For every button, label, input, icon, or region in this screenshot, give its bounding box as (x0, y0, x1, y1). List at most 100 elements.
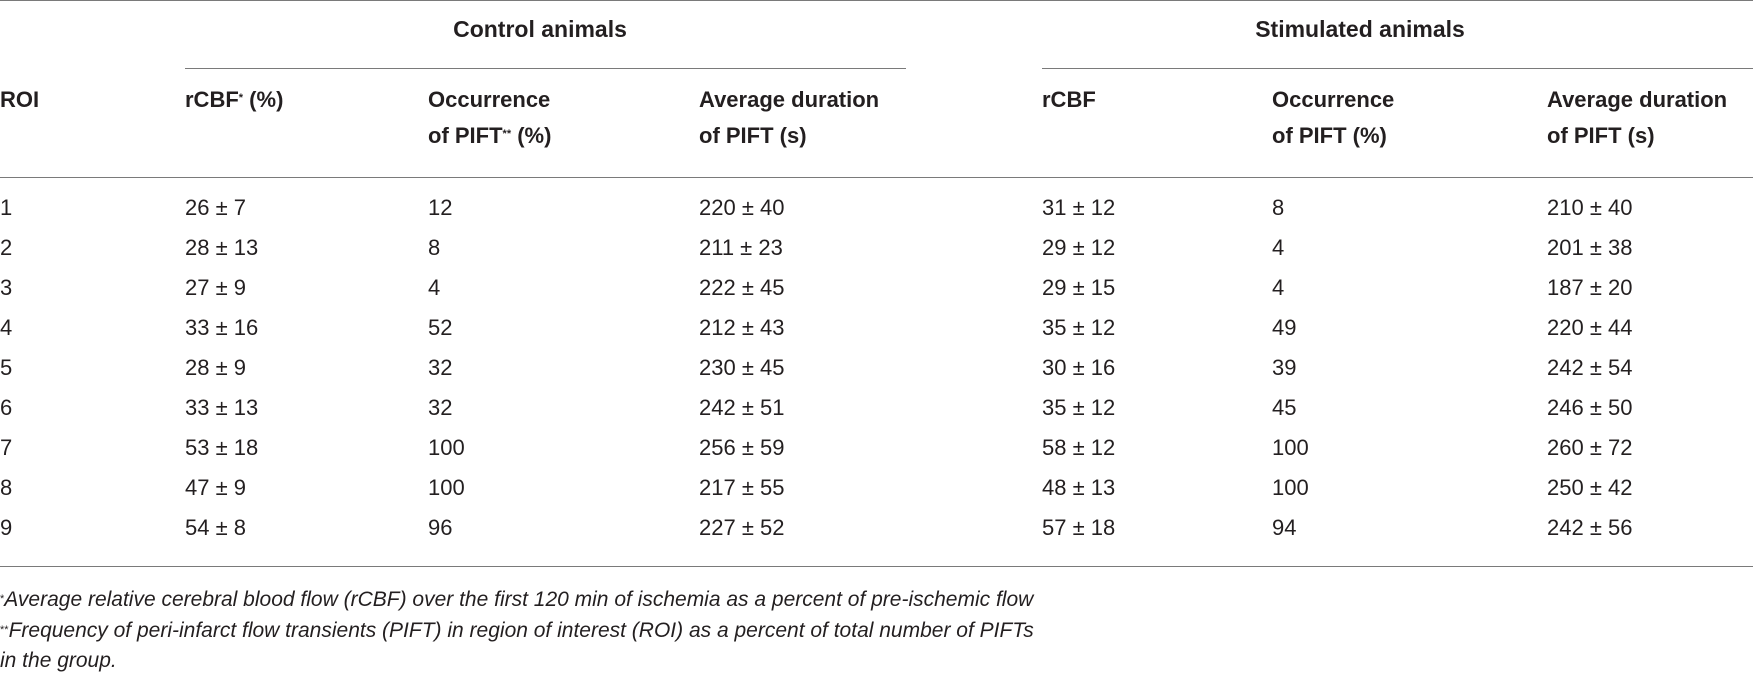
cell-stim-occurrence: 45 (1272, 395, 1297, 420)
table-bottom-rule (0, 566, 1753, 567)
header-stim-rcbf-label: rCBF (1042, 87, 1096, 112)
cell-roi: 8 (0, 475, 13, 500)
control-group-underline (185, 68, 906, 69)
stimulated-group-underline (1042, 68, 1753, 69)
footnote-1-mark: * (0, 593, 5, 605)
footnote-2-mark: ** (0, 624, 9, 636)
cell-control-occurrence: 32 (428, 395, 453, 420)
cell-stim-duration: 260 ± 72 (1547, 435, 1633, 460)
cell-control-occurrence: 8 (428, 235, 441, 260)
cell-stim-duration: 201 ± 38 (1547, 235, 1633, 260)
cell-stim-rcbf: 35 ± 12 (1042, 315, 1116, 340)
cell-control-rcbf: 33 ± 13 (185, 395, 259, 420)
cell-control-duration: 227 ± 52 (699, 515, 785, 540)
cell-stim-duration: 220 ± 44 (1547, 315, 1633, 340)
header-control-rcbf-line: rCBF* (%) (185, 82, 283, 118)
cell-stim-occurrence: 49 (1272, 315, 1297, 340)
cell-roi: 1 (0, 195, 13, 220)
cell-control-duration: 222 ± 45 (699, 275, 785, 300)
cell-stim-duration: 187 ± 20 (1547, 275, 1633, 300)
cell-stim-occurrence: 4 (1272, 275, 1285, 300)
cell-stim-duration: 250 ± 42 (1547, 475, 1633, 500)
cell-roi: 6 (0, 395, 13, 420)
footnote-2-continued: in the group. (0, 647, 117, 675)
header-roi-label: ROI (0, 87, 40, 112)
cell-control-duration: 212 ± 43 (699, 315, 785, 340)
cell-stim-rcbf: 58 ± 12 (1042, 435, 1116, 460)
cell-stim-occurrence: 4 (1272, 235, 1285, 260)
table-row: 6 33 ± 13 32 242 ± 51 35 ± 12 45 246 ± 5… (0, 388, 1753, 428)
header-control-dur-line1: Average duration (699, 87, 880, 112)
cell-stim-rcbf: 35 ± 12 (1042, 395, 1116, 420)
header-stim-occ-line1: Occurrence (1272, 87, 1395, 112)
header-control-rcbf: rCBF* (%) (185, 82, 283, 118)
table-top-rule (0, 0, 1753, 1)
header-control-rcbf-mark: * (238, 92, 244, 104)
table-row: 7 53 ± 18 100 256 ± 59 58 ± 12 100 260 ±… (0, 428, 1753, 468)
cell-roi: 3 (0, 275, 13, 300)
cell-roi: 7 (0, 435, 13, 460)
cell-stim-rcbf: 48 ± 13 (1042, 475, 1116, 500)
cell-control-duration: 217 ± 55 (699, 475, 785, 500)
cell-stim-duration: 246 ± 50 (1547, 395, 1633, 420)
header-roi: ROI (0, 82, 39, 118)
cell-control-occurrence: 100 (428, 435, 465, 460)
cell-stim-rcbf: 29 ± 15 (1042, 275, 1116, 300)
cell-control-rcbf: 53 ± 18 (185, 435, 259, 460)
table-row: 4 33 ± 16 52 212 ± 43 35 ± 12 49 220 ± 4… (0, 308, 1753, 348)
cell-stim-occurrence: 39 (1272, 355, 1297, 380)
cell-roi: 9 (0, 515, 13, 540)
group-title-stimulated: Stimulated animals (1255, 16, 1465, 42)
cell-control-rcbf: 28 ± 9 (185, 355, 247, 380)
header-bottom-rule (0, 177, 1753, 178)
header-control-occurrence: Occurrence of PIFT** (%) (428, 82, 551, 154)
cell-control-rcbf: 27 ± 9 (185, 275, 247, 300)
header-control-occ-line2: of PIFT** (%) (428, 118, 551, 154)
cell-control-rcbf: 28 ± 13 (185, 235, 259, 260)
footnote-1: *Average relative cerebral blood flow (r… (0, 586, 1033, 614)
cell-control-duration: 230 ± 45 (699, 355, 785, 380)
cell-stim-occurrence: 100 (1272, 475, 1309, 500)
header-control-occ-unit: (%) (511, 123, 552, 148)
cell-stim-duration: 242 ± 56 (1547, 515, 1633, 540)
header-stim-rcbf: rCBF (1042, 82, 1096, 118)
cell-stim-rcbf: 57 ± 18 (1042, 515, 1116, 540)
header-control-occ-mark: ** (502, 128, 512, 140)
header-control-rcbf-text: rCBF (185, 87, 239, 112)
cell-stim-duration: 210 ± 40 (1547, 195, 1633, 220)
header-control-rcbf-unit: (%) (243, 87, 284, 112)
table-row: 1 26 ± 7 12 220 ± 40 31 ± 12 8 210 ± 40 (0, 188, 1753, 228)
header-stim-duration: Average duration of PIFT (s) (1547, 82, 1727, 154)
cell-control-rcbf: 54 ± 8 (185, 515, 247, 540)
cell-control-duration: 242 ± 51 (699, 395, 785, 420)
table-row: 2 28 ± 13 8 211 ± 23 29 ± 12 4 201 ± 38 (0, 228, 1753, 268)
cell-stim-rcbf: 31 ± 12 (1042, 195, 1116, 220)
footnote-2: **Frequency of peri-infarct flow transie… (0, 617, 1034, 645)
cell-stim-duration: 242 ± 54 (1547, 355, 1633, 380)
header-stim-occ-line2: of PIFT (%) (1272, 123, 1387, 148)
table-row: 8 47 ± 9 100 217 ± 55 48 ± 13 100 250 ± … (0, 468, 1753, 508)
cell-stim-occurrence: 94 (1272, 515, 1297, 540)
cell-control-occurrence: 12 (428, 195, 453, 220)
cell-control-occurrence: 96 (428, 515, 453, 540)
cell-roi: 5 (0, 355, 13, 380)
header-stim-dur-line2: of PIFT (s) (1547, 123, 1655, 148)
cell-control-rcbf: 33 ± 16 (185, 315, 259, 340)
table-row: 5 28 ± 9 32 230 ± 45 30 ± 16 39 242 ± 54 (0, 348, 1753, 388)
header-control-duration: Average duration of PIFT (s) (699, 82, 879, 154)
cell-control-duration: 211 ± 23 (699, 235, 783, 260)
cell-stim-rcbf: 30 ± 16 (1042, 355, 1116, 380)
table-row: 3 27 ± 9 4 222 ± 45 29 ± 15 4 187 ± 20 (0, 268, 1753, 308)
group-title-control: Control animals (453, 16, 627, 42)
cell-control-occurrence: 52 (428, 315, 453, 340)
header-stim-dur-line1: Average duration (1547, 87, 1728, 112)
cell-stim-occurrence: 100 (1272, 435, 1309, 460)
header-control-occ-line1: Occurrence (428, 87, 551, 112)
cell-control-duration: 256 ± 59 (699, 435, 785, 460)
cell-control-occurrence: 32 (428, 355, 453, 380)
cell-control-occurrence: 100 (428, 475, 465, 500)
header-control-occ-text: of PIFT (428, 123, 503, 148)
footnote-1-text: Average relative cerebral blood flow (rC… (4, 588, 1034, 611)
cell-roi: 4 (0, 315, 13, 340)
footnote-2-line1: Frequency of peri-infarct flow transient… (8, 619, 1034, 642)
